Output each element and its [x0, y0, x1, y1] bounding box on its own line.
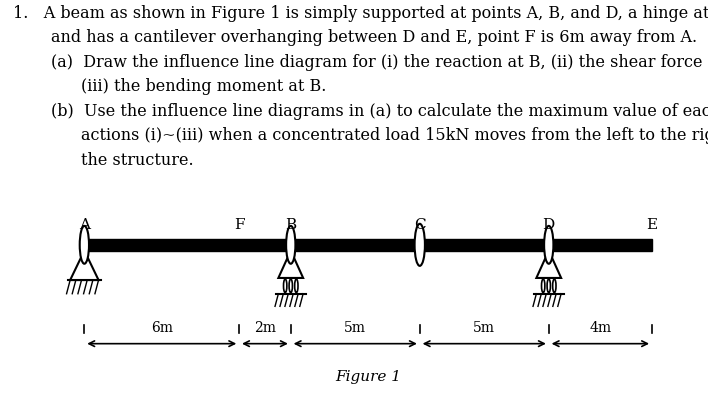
Circle shape	[80, 226, 89, 264]
Text: (iii) the bending moment at B.: (iii) the bending moment at B.	[81, 78, 327, 95]
Text: 1.   A beam as shown in Figure 1 is simply supported at points A, B, and D, a hi: 1. A beam as shown in Figure 1 is simply…	[13, 5, 708, 22]
Circle shape	[415, 224, 425, 266]
Circle shape	[289, 279, 292, 293]
Text: Figure 1: Figure 1	[335, 370, 401, 385]
Text: (b)  Use the influence line diagrams in (a) to calculate the maximum value of ea: (b) Use the influence line diagrams in (…	[51, 103, 708, 120]
Circle shape	[553, 279, 556, 293]
Text: 2m: 2m	[254, 321, 276, 335]
Text: B: B	[285, 218, 297, 232]
Circle shape	[283, 279, 287, 293]
Text: C: C	[414, 218, 426, 232]
Circle shape	[295, 279, 298, 293]
Text: (a)  Draw the influence line diagram for (i) the reaction at B, (ii) the shear f: (a) Draw the influence line diagram for …	[51, 53, 708, 70]
Circle shape	[286, 226, 295, 264]
Text: and has a cantilever overhanging between D and E, point F is 6m away from A.: and has a cantilever overhanging between…	[51, 29, 697, 46]
Circle shape	[547, 279, 550, 293]
Text: 5m: 5m	[344, 321, 366, 335]
Text: A: A	[79, 218, 90, 232]
Text: actions (i)~(iii) when a concentrated load 15kN moves from the left to the right: actions (i)~(iii) when a concentrated lo…	[81, 127, 708, 144]
Circle shape	[544, 226, 554, 264]
Text: F: F	[234, 218, 244, 232]
Bar	[84, 239, 652, 251]
Text: 5m: 5m	[473, 321, 496, 335]
Text: 4m: 4m	[589, 321, 612, 335]
Text: E: E	[646, 218, 658, 232]
Text: 6m: 6m	[151, 321, 173, 335]
Text: D: D	[542, 218, 555, 232]
Text: the structure.: the structure.	[81, 152, 194, 169]
Circle shape	[542, 279, 545, 293]
